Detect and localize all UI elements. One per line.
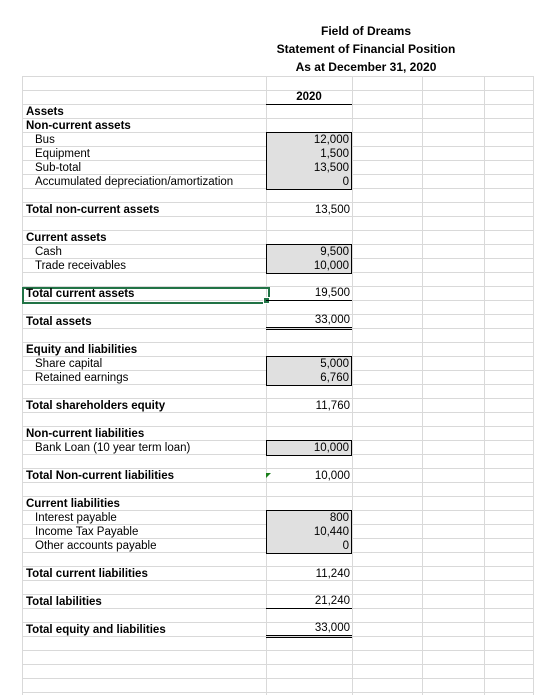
trade-receivables-label[interactable]: Trade receivables <box>35 260 126 272</box>
total-assets-label[interactable]: Total assets <box>26 316 92 328</box>
total-noncurrent-liabilities-label[interactable]: Total Non-current liabilities <box>26 470 175 482</box>
total-equity-value[interactable]: 11,760 <box>315 400 350 412</box>
equipment-value[interactable]: 1,500 <box>320 148 349 160</box>
noncurrent-liabilities-heading[interactable]: Non-current liabilities <box>26 428 145 440</box>
retained-earnings-label[interactable]: Retained earnings <box>35 372 129 384</box>
noncurrent-assets-heading[interactable]: Non-current assets <box>26 120 131 132</box>
statement-date: As at December 31, 2020 <box>295 60 437 74</box>
accumulated-depreciation-value[interactable]: 0 <box>342 176 349 188</box>
total-current-liabilities-value[interactable]: 11,240 <box>315 568 350 580</box>
statement-title: Statement of Financial Position <box>276 42 456 56</box>
subtotal-value[interactable]: 13,500 <box>313 162 349 174</box>
total-noncurrent-assets-label[interactable]: Total non-current assets <box>26 204 160 216</box>
bank-loan-value[interactable]: 10,000 <box>313 442 349 454</box>
total-equity-label[interactable]: Total shareholders equity <box>26 400 166 412</box>
equipment-label[interactable]: Equipment <box>35 148 90 160</box>
cash-value[interactable]: 9,500 <box>320 246 349 258</box>
current-liabilities-heading[interactable]: Current liabilities <box>26 498 120 510</box>
assets-heading[interactable]: Assets <box>26 106 64 118</box>
noncurrent-assets-input-box: 12,000 1,500 13,500 0 <box>266 132 352 190</box>
total-current-assets-value[interactable]: 19,500 <box>266 286 352 301</box>
bus-value[interactable]: 12,000 <box>313 134 349 146</box>
year-underline <box>266 104 352 105</box>
current-assets-heading[interactable]: Current assets <box>26 232 107 244</box>
company-name: Field of Dreams <box>320 24 412 38</box>
income-tax-payable-value[interactable]: 10,440 <box>313 526 349 538</box>
share-capital-label[interactable]: Share capital <box>35 358 103 370</box>
noncurrent-liabilities-input-box: 10,000 <box>266 440 352 456</box>
income-tax-payable-label[interactable]: Income Tax Payable <box>35 526 139 538</box>
retained-earnings-value[interactable]: 6,760 <box>320 372 349 384</box>
accumulated-depreciation-label[interactable]: Accumulated depreciation/amortization <box>35 176 234 188</box>
total-liabilities-value[interactable]: 21,240 <box>266 594 352 609</box>
interest-payable-label[interactable]: Interest payable <box>35 512 117 524</box>
year-column-header: 2020 <box>296 91 322 103</box>
total-noncurrent-assets-value[interactable]: 13,500 <box>314 204 350 216</box>
current-assets-input-box: 9,500 10,000 <box>266 244 352 274</box>
total-noncurrent-liabilities-value[interactable]: 10,000 <box>314 470 350 482</box>
total-current-assets-label[interactable]: Total current assets <box>26 288 135 300</box>
selected-cell[interactable] <box>22 287 270 304</box>
total-current-liabilities-label[interactable]: Total current liabilities <box>26 568 148 580</box>
trade-receivables-value[interactable]: 10,000 <box>313 260 349 272</box>
bank-loan-label[interactable]: Bank Loan (10 year term loan) <box>35 442 191 454</box>
total-assets-value[interactable]: 33,000 <box>266 313 352 330</box>
cash-label[interactable]: Cash <box>35 246 62 258</box>
current-liabilities-input-box: 800 10,440 0 <box>266 510 352 554</box>
other-accounts-payable-label[interactable]: Other accounts payable <box>35 540 157 552</box>
other-accounts-payable-value[interactable]: 0 <box>342 540 349 552</box>
total-equity-and-liabilities-value[interactable]: 33,000 <box>266 621 352 638</box>
subtotal-label[interactable]: Sub-total <box>35 162 82 174</box>
equity-input-box: 5,000 6,760 <box>266 356 352 386</box>
bus-label[interactable]: Bus <box>35 134 55 146</box>
total-equity-and-liabilities-label[interactable]: Total equity and liabilities <box>26 624 166 636</box>
total-liabilities-label[interactable]: Total labilities <box>26 596 102 608</box>
share-capital-value[interactable]: 5,000 <box>320 358 349 370</box>
error-indicator-icon[interactable] <box>266 473 271 478</box>
equity-liabilities-heading[interactable]: Equity and liabilities <box>26 344 138 356</box>
interest-payable-value[interactable]: 800 <box>329 512 349 524</box>
